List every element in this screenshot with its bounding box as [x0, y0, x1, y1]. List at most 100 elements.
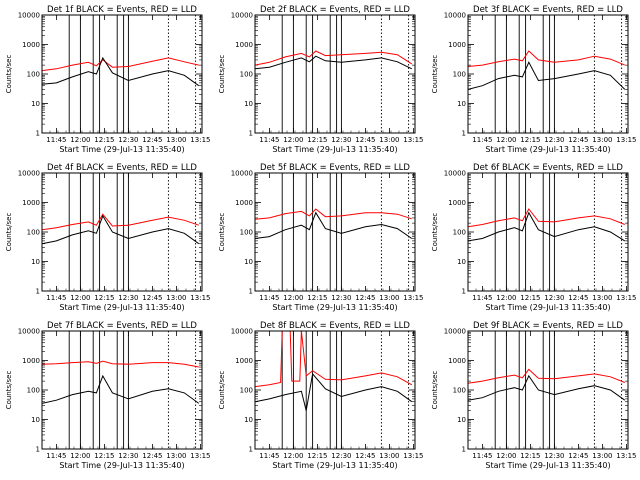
x-tick-label: 13:15 [616, 452, 636, 460]
y-tick-label: 100 [240, 229, 253, 237]
x-tick-label: 11:45 [472, 136, 492, 144]
plot-frame [41, 172, 203, 292]
y-tick-label: 10 [31, 100, 40, 108]
x-tick-label: 12:30 [331, 452, 351, 460]
x-tick-label: 12:00 [496, 294, 516, 302]
chart-panel: Det 1f BLACK = Events, RED = LLD Counts/s… [5, 5, 210, 154]
chart-title: Det 2f BLACK = Events, RED = LLD [260, 5, 410, 15]
x-tick-label: 13:00 [592, 136, 612, 144]
y-axis-label: Counts/sec [5, 213, 13, 252]
plot-frame [254, 14, 416, 134]
y-tick-label: 10000 [18, 328, 40, 336]
y-tick-label: 10 [457, 416, 466, 424]
chart-title: Det 1f BLACK = Events, RED = LLD [47, 5, 197, 15]
x-tick-label: 13:15 [190, 294, 210, 302]
x-tick-label: 12:15 [520, 136, 540, 144]
y-tick-label: 1 [249, 130, 253, 138]
x-tick-label: 11:45 [259, 452, 279, 460]
x-axis-label: Start Time (29-Jul-13 11:35:40) [59, 303, 184, 312]
x-tick-label: 12:30 [331, 136, 351, 144]
y-tick-label: 1000 [448, 199, 466, 207]
chart-title: Det 3f BLACK = Events, RED = LLD [473, 5, 623, 15]
x-tick-label: 12:30 [331, 294, 351, 302]
x-tick-label: 12:15 [94, 452, 114, 460]
x-tick-label: 13:15 [190, 452, 210, 460]
x-tick-label: 11:45 [472, 294, 492, 302]
x-tick-label: 13:00 [379, 452, 399, 460]
y-tick-label: 100 [240, 387, 253, 395]
y-tick-label: 10 [457, 258, 466, 266]
y-tick-label: 1 [249, 446, 253, 454]
series-line [254, 50, 413, 66]
series-line [467, 374, 626, 401]
series-line [467, 211, 626, 242]
y-tick-label: 100 [453, 387, 466, 395]
y-tick-label: 10 [31, 416, 40, 424]
series-line [254, 372, 413, 411]
series-line [41, 374, 200, 404]
x-tick-label: 12:00 [283, 294, 303, 302]
x-tick-label: 12:00 [496, 136, 516, 144]
x-tick-label: 13:00 [379, 294, 399, 302]
x-tick-label: 12:30 [544, 452, 564, 460]
x-tick-label: 13:00 [592, 294, 612, 302]
series-line [467, 50, 625, 67]
x-tick-label: 13:15 [403, 452, 423, 460]
x-tick-label: 12:15 [94, 136, 114, 144]
y-tick-label: 1 [462, 288, 466, 296]
y-tick-label: 10 [244, 416, 253, 424]
series-line [254, 211, 413, 239]
y-tick-label: 100 [453, 71, 466, 79]
series-line [41, 213, 199, 231]
x-tick-label: 11:45 [46, 136, 66, 144]
chart-panel: Det 5f BLACK = Events, RED = LLD Counts/s… [218, 163, 423, 312]
x-tick-label: 12:45 [142, 136, 162, 144]
x-tick-label: 12:30 [544, 294, 564, 302]
x-tick-label: 13:15 [616, 136, 636, 144]
x-tick-label: 12:45 [568, 452, 588, 460]
chart-title: Det 4f BLACK = Events, RED = LLD [47, 163, 197, 173]
chart-panel: Det 9f BLACK = Events, RED = LLD Counts/s… [431, 321, 636, 470]
chart-panel: Det 7f BLACK = Events, RED = LLD Counts/s… [5, 321, 210, 470]
y-axis-label: Counts/sec [431, 213, 439, 252]
y-tick-label: 10000 [444, 170, 466, 178]
x-axis-label: Start Time (29-Jul-13 11:35:40) [485, 145, 610, 154]
y-tick-label: 1000 [22, 357, 40, 365]
x-tick-label: 13:15 [190, 136, 210, 144]
x-axis-label: Start Time (29-Jul-13 11:35:40) [485, 461, 610, 470]
y-tick-label: 1 [36, 130, 40, 138]
x-tick-label: 11:45 [472, 452, 492, 460]
x-axis-label: Start Time (29-Jul-13 11:35:40) [272, 303, 397, 312]
chart-panel: Det 8f BLACK = Events, RED = LLD Counts/s… [218, 321, 423, 470]
x-tick-label: 12:45 [142, 452, 162, 460]
x-tick-label: 12:45 [355, 136, 375, 144]
x-axis-label: Start Time (29-Jul-13 11:35:40) [485, 303, 610, 312]
chart-title: Det 8f BLACK = Events, RED = LLD [260, 321, 410, 331]
y-axis-label: Counts/sec [431, 371, 439, 410]
series-line [467, 368, 625, 384]
x-tick-label: 13:00 [166, 136, 186, 144]
y-axis-label: Counts/sec [218, 371, 226, 410]
x-tick-label: 12:30 [544, 136, 564, 144]
chart-panel: Det 3f BLACK = Events, RED = LLD Counts/s… [431, 5, 636, 154]
x-tick-label: 12:00 [70, 452, 90, 460]
y-tick-label: 10000 [444, 328, 466, 336]
y-tick-label: 100 [27, 387, 40, 395]
y-tick-label: 10 [31, 258, 40, 266]
plot-frame [254, 330, 416, 450]
x-tick-label: 12:00 [283, 452, 303, 460]
series-line [41, 56, 200, 87]
y-axis-label: Counts/sec [218, 55, 226, 94]
x-tick-label: 12:00 [496, 452, 516, 460]
y-tick-label: 1 [462, 446, 466, 454]
y-tick-label: 1 [36, 446, 40, 454]
x-tick-label: 12:00 [70, 136, 90, 144]
series-line [41, 214, 200, 245]
x-tick-label: 12:45 [355, 294, 375, 302]
y-tick-label: 100 [453, 229, 466, 237]
y-tick-label: 1000 [235, 357, 253, 365]
x-tick-label: 12:45 [568, 294, 588, 302]
y-tick-label: 1000 [235, 41, 253, 49]
plot-frame [467, 172, 629, 292]
